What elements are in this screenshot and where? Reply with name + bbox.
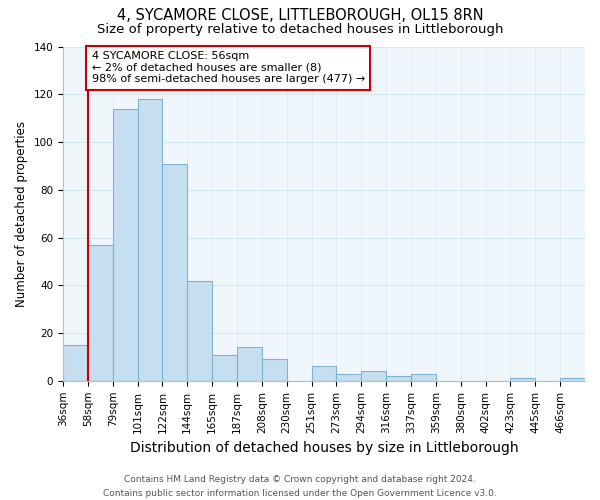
Bar: [113, 108, 137, 381]
Bar: [311, 366, 337, 381]
Bar: [337, 374, 361, 381]
Bar: [411, 374, 436, 381]
Bar: [511, 378, 535, 381]
Bar: [187, 280, 212, 381]
Text: Size of property relative to detached houses in Littleborough: Size of property relative to detached ho…: [97, 22, 503, 36]
Text: Contains HM Land Registry data © Crown copyright and database right 2024.
Contai: Contains HM Land Registry data © Crown c…: [103, 476, 497, 498]
Text: 4, SYCAMORE CLOSE, LITTLEBOROUGH, OL15 8RN: 4, SYCAMORE CLOSE, LITTLEBOROUGH, OL15 8…: [116, 8, 484, 22]
Bar: [262, 360, 287, 381]
Bar: [212, 354, 237, 381]
Bar: [237, 348, 262, 381]
Bar: [137, 99, 163, 381]
Bar: [386, 376, 411, 381]
X-axis label: Distribution of detached houses by size in Littleborough: Distribution of detached houses by size …: [130, 441, 518, 455]
Bar: [560, 378, 585, 381]
Text: 4 SYCAMORE CLOSE: 56sqm
← 2% of detached houses are smaller (8)
98% of semi-deta: 4 SYCAMORE CLOSE: 56sqm ← 2% of detached…: [92, 52, 365, 84]
Bar: [88, 244, 113, 381]
Bar: [163, 164, 187, 381]
Bar: [361, 372, 386, 381]
Y-axis label: Number of detached properties: Number of detached properties: [15, 120, 28, 306]
Bar: [63, 345, 88, 381]
